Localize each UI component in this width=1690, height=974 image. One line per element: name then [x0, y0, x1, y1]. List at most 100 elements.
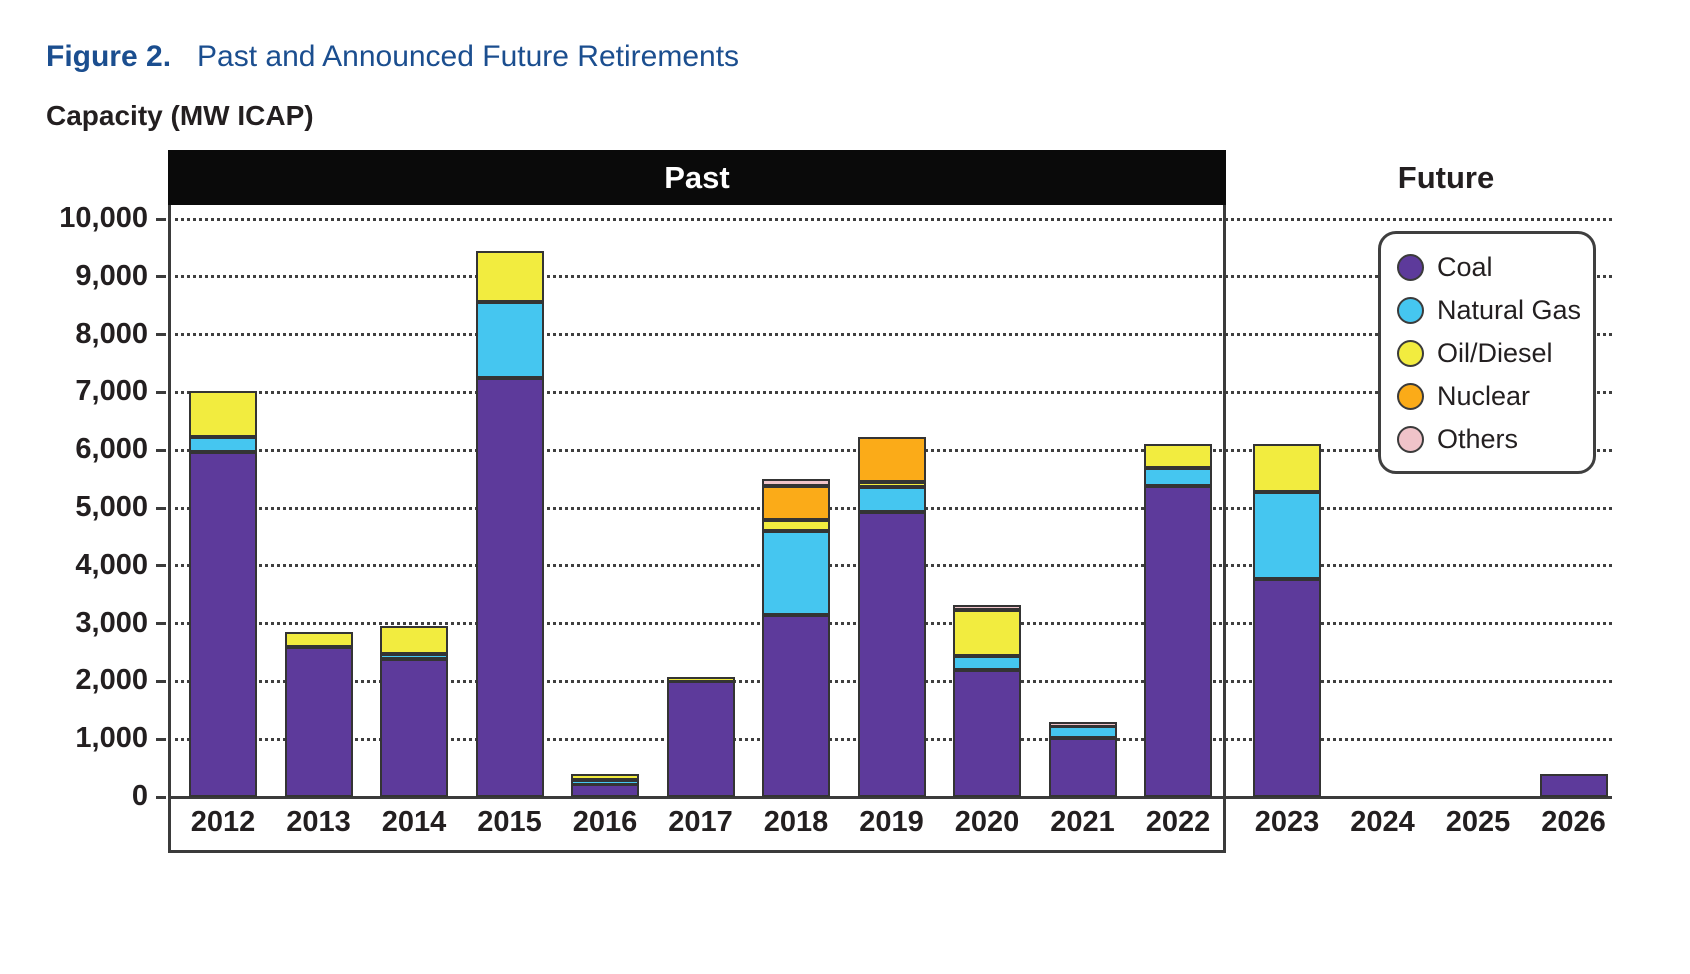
y-axis-tick-label: 5,000 — [75, 491, 148, 523]
x-axis-label-2022: 2022 — [1145, 806, 1211, 838]
x-axis-label-2021: 2021 — [1050, 806, 1115, 838]
bar-segment-2017-coal — [666, 681, 735, 797]
y-axis-tick-label: 2,000 — [75, 664, 148, 697]
bar-segment-2018-natural-gas — [762, 531, 830, 615]
y-axis-tick — [156, 506, 166, 510]
y-axis-tick — [156, 795, 166, 799]
bar-segment-2019-oil-diesel — [857, 481, 926, 487]
y-axis-tick-label: 6,000 — [75, 433, 148, 466]
x-axis-line — [168, 796, 1612, 799]
y-axis-tick — [156, 679, 166, 683]
legend-label: Oil/Diesel — [1437, 338, 1553, 368]
bar-segment-2014-coal — [380, 659, 448, 797]
bar-segment-2014-natural-gas — [380, 654, 448, 660]
chart-legend: Coal Natural Gas Oil/Diesel Nuclear Others — [1378, 231, 1596, 474]
bar-segment-2022-natural-gas — [1144, 467, 1212, 487]
legend-swatch-icon — [1397, 340, 1424, 367]
figure-title-row: Figure 2. Past and Announced Future Retir… — [46, 40, 739, 74]
x-axis-label-2014: 2014 — [381, 806, 447, 838]
bar-segment-2018-nuclear — [762, 486, 830, 521]
bar-segment-2018-coal — [762, 614, 830, 797]
x-axis-label-2017: 2017 — [668, 806, 733, 838]
legend-swatch-icon — [1397, 383, 1424, 410]
bar-segment-2015-natural-gas — [475, 301, 544, 378]
bar-segment-2020-others — [953, 605, 1021, 611]
bar-segment-2019-natural-gas — [857, 486, 926, 513]
legend-item-natural-gas: Natural Gas — [1397, 289, 1593, 332]
bar-segment-2017-oil-diesel — [666, 676, 735, 682]
legend-swatch-icon — [1397, 254, 1424, 281]
bar-segment-2016-natural-gas — [571, 780, 639, 786]
y-axis-tick — [156, 333, 166, 337]
x-axis-label-2020: 2020 — [954, 806, 1020, 838]
y-axis-tick-label: 10,000 — [59, 202, 148, 234]
y-axis-tick — [156, 737, 166, 741]
bar-segment-2019-nuclear — [857, 436, 926, 482]
legend-item-nuclear: Nuclear — [1397, 375, 1593, 418]
y-axis-tick-label: 1,000 — [75, 722, 148, 755]
bar-segment-2023-oil-diesel — [1253, 444, 1321, 493]
h-gridline — [168, 275, 1612, 279]
bar-segment-2012-coal — [189, 451, 257, 797]
bar-segment-2019-coal — [857, 512, 926, 797]
y-axis-tick-label: 3,000 — [75, 606, 148, 639]
bar-segment-2021-others — [1048, 721, 1117, 727]
bar-segment-2022-coal — [1144, 486, 1212, 797]
legend-label: Coal — [1437, 252, 1493, 282]
legend-label: Others — [1437, 424, 1519, 454]
x-axis-label-2024: 2024 — [1350, 806, 1415, 838]
legend-swatch-icon — [1397, 426, 1424, 453]
y-axis-tick — [156, 275, 166, 279]
y-axis-title: Capacity (MW ICAP) — [46, 100, 314, 131]
legend-item-others: Others — [1397, 418, 1593, 461]
y-axis-tick — [156, 217, 166, 221]
x-axis-label-2019: 2019 — [859, 806, 924, 838]
bar-segment-2018-others — [762, 478, 830, 487]
y-axis-tick — [156, 564, 166, 568]
bar-segment-2016-oil-diesel — [571, 773, 639, 781]
legend-label: Natural Gas — [1437, 295, 1582, 325]
y-axis-tick-label: 4,000 — [75, 548, 148, 581]
bar-segment-2021-coal — [1048, 738, 1117, 797]
bar-segment-2023-natural-gas — [1253, 492, 1321, 579]
y-axis-tick-label: 7,000 — [75, 375, 148, 408]
x-axis-label-2023: 2023 — [1254, 806, 1320, 838]
h-gridline — [168, 390, 1612, 394]
x-axis-label-2026: 2026 — [1541, 806, 1606, 838]
bar-segment-2016-coal — [571, 783, 639, 797]
x-axis-label-2016: 2016 — [572, 806, 638, 838]
y-axis-tick — [156, 390, 166, 394]
y-axis-tick-label: 9,000 — [75, 259, 148, 292]
bar-segment-2020-coal — [953, 669, 1021, 797]
future-section-label: Future — [1397, 160, 1495, 195]
y-axis-tick-label: 8,000 — [75, 317, 148, 350]
bar-segment-2012-natural-gas — [189, 436, 257, 452]
figure-title: Past and Announced Future Retirements — [197, 40, 740, 73]
x-axis-label-2025: 2025 — [1445, 806, 1511, 838]
bar-segment-2014-oil-diesel — [380, 626, 448, 655]
bar-segment-2023-coal — [1253, 578, 1321, 797]
x-axis-label-2013: 2013 — [286, 806, 351, 838]
y-axis-tick — [156, 622, 166, 626]
bar-segment-2012-oil-diesel — [189, 391, 257, 437]
h-gridline — [168, 217, 1612, 221]
past-section-label: Past — [664, 159, 730, 195]
bar-segment-2018-oil-diesel — [762, 520, 830, 532]
bar-segment-2020-natural-gas — [953, 655, 1021, 670]
bar-segment-2013-coal — [284, 646, 353, 797]
bar-segment-2021-natural-gas — [1048, 726, 1117, 739]
legend-label: Nuclear — [1437, 381, 1531, 411]
x-axis-label-2015: 2015 — [477, 806, 542, 838]
y-axis-tick — [156, 448, 166, 452]
y-axis-tick-label: 0 — [131, 780, 148, 812]
bar-segment-2015-oil-diesel — [475, 250, 544, 302]
x-axis-label-2018: 2018 — [763, 806, 829, 838]
bar-segment-2026-coal — [1539, 773, 1608, 797]
past-section-header: Past — [168, 150, 1226, 205]
legend-item-oil-diesel: Oil/Diesel — [1397, 332, 1593, 375]
bar-segment-2022-oil-diesel — [1144, 444, 1212, 468]
bar-segment-2020-oil-diesel — [953, 610, 1021, 656]
legend-item-coal: Coal — [1397, 246, 1593, 289]
